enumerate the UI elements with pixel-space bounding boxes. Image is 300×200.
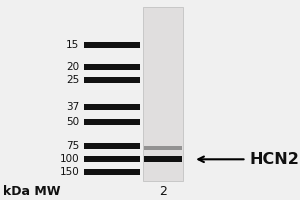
Bar [84,143,140,149]
Text: 25: 25 [66,75,79,85]
Bar [144,146,182,150]
Text: 50: 50 [66,117,79,127]
Bar [84,64,140,70]
Text: 150: 150 [59,167,79,177]
Text: 15: 15 [66,40,79,50]
Bar [84,169,140,175]
Text: HCN2: HCN2 [249,152,299,167]
Text: kDa MW: kDa MW [3,185,61,198]
Text: 2: 2 [159,185,167,198]
Text: 100: 100 [60,154,79,164]
Bar [84,42,140,48]
Bar [142,7,183,181]
Text: 20: 20 [66,62,79,72]
Text: 75: 75 [66,141,79,151]
Bar [144,156,182,162]
Bar [84,119,140,125]
Bar [84,104,140,110]
Text: 37: 37 [66,102,79,112]
Bar [84,77,140,83]
Bar [84,156,140,162]
